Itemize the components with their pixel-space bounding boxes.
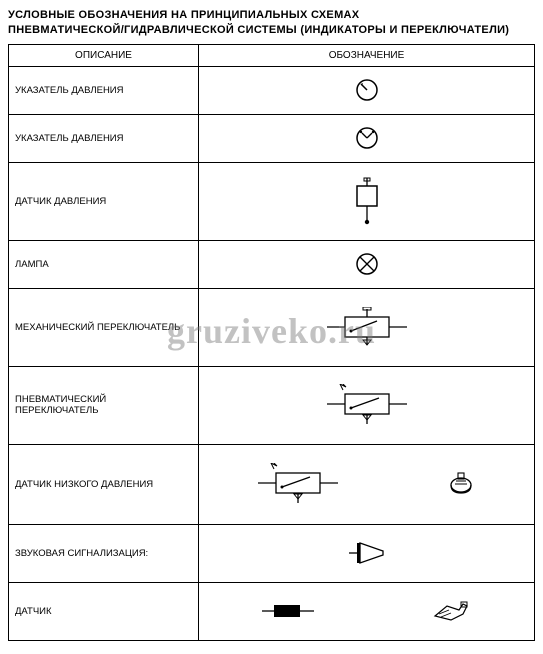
table-row: УКАЗАТЕЛЬ ДАВЛЕНИЯ xyxy=(9,66,535,114)
row-symbol xyxy=(199,114,535,162)
table-row: МЕХАНИЧЕСКИЙ ПЕРЕКЛЮЧАТЕЛЬ xyxy=(9,288,535,366)
table-row: ЗВУКОВАЯ СИГНАЛИЗАЦИЯ: xyxy=(9,524,535,582)
row-symbol xyxy=(199,66,535,114)
row-symbol xyxy=(199,524,535,582)
title-line2: ПНЕВМАТИЧЕСКОЙ/ГИДРАВЛИЧЕСКОЙ СИСТЕМЫ (И… xyxy=(8,24,509,36)
row-symbol xyxy=(199,162,535,240)
page-title: УСЛОВНЫЕ ОБОЗНАЧЕНИЯ НА ПРИНЦИПИАЛЬНЫХ С… xyxy=(8,8,535,38)
symbols-table: ОПИСАНИЕ ОБОЗНАЧЕНИЕ УКАЗАТЕЛЬ ДАВЛЕНИЯУ… xyxy=(8,44,535,641)
row-description: ПНЕВМАТИЧЕСКИЙ ПЕРЕКЛЮЧАТЕЛЬ xyxy=(9,366,199,444)
row-description: ДАТЧИК xyxy=(9,582,199,640)
row-description: ЗВУКОВАЯ СИГНАЛИЗАЦИЯ: xyxy=(9,524,199,582)
row-symbol xyxy=(199,444,535,524)
row-symbol xyxy=(199,240,535,288)
header-symbol: ОБОЗНАЧЕНИЕ xyxy=(199,44,535,66)
row-description: ДАТЧИК НИЗКОГО ДАВЛЕНИЯ xyxy=(9,444,199,524)
table-row: ПНЕВМАТИЧЕСКИЙ ПЕРЕКЛЮЧАТЕЛЬ xyxy=(9,366,535,444)
table-row: ДАТЧИК ДАВЛЕНИЯ xyxy=(9,162,535,240)
table-row: ДАТЧИК xyxy=(9,582,535,640)
table-row: УКАЗАТЕЛЬ ДАВЛЕНИЯ xyxy=(9,114,535,162)
row-symbol xyxy=(199,366,535,444)
row-description: ЛАМПА xyxy=(9,240,199,288)
row-description: ДАТЧИК ДАВЛЕНИЯ xyxy=(9,162,199,240)
row-description: МЕХАНИЧЕСКИЙ ПЕРЕКЛЮЧАТЕЛЬ xyxy=(9,288,199,366)
header-description: ОПИСАНИЕ xyxy=(9,44,199,66)
title-line1: УСЛОВНЫЕ ОБОЗНАЧЕНИЯ НА ПРИНЦИПИАЛЬНЫХ С… xyxy=(8,9,359,21)
row-description: УКАЗАТЕЛЬ ДАВЛЕНИЯ xyxy=(9,66,199,114)
row-symbol xyxy=(199,288,535,366)
row-description: УКАЗАТЕЛЬ ДАВЛЕНИЯ xyxy=(9,114,199,162)
table-row: ЛАМПА xyxy=(9,240,535,288)
row-symbol xyxy=(199,582,535,640)
table-row: ДАТЧИК НИЗКОГО ДАВЛЕНИЯ xyxy=(9,444,535,524)
